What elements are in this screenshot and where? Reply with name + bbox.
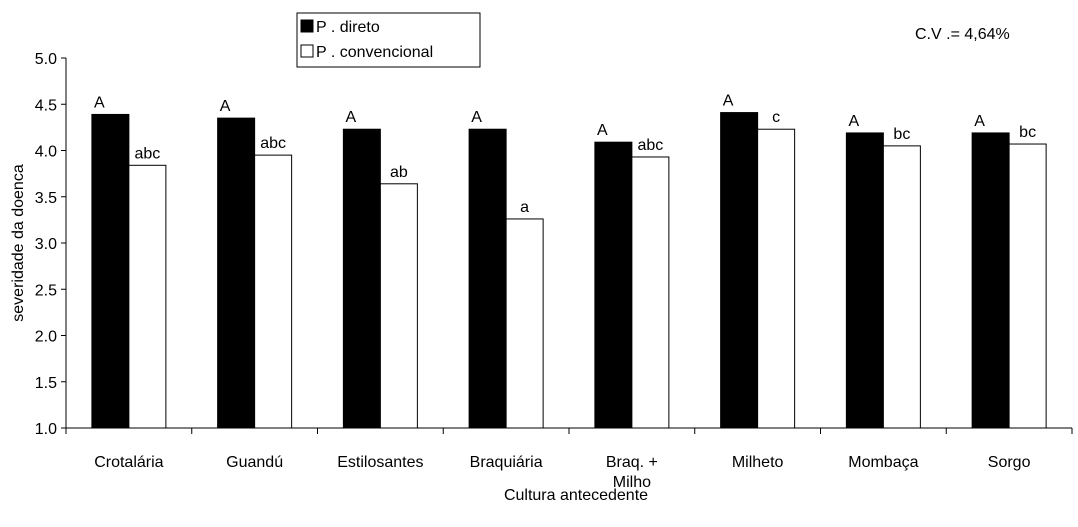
bar-letter-label: bc (893, 126, 910, 143)
bar-letter-label: A (974, 113, 985, 130)
y-tick-label: 1.5 (35, 375, 57, 392)
bar-p-direto (971, 132, 1010, 429)
y-tick-label: 2.5 (35, 282, 57, 299)
x-axis-title: Cultura antecedente (504, 487, 648, 504)
legend-swatch (300, 44, 314, 58)
bar-p-convencional (254, 154, 293, 429)
bar-letter-label: A (94, 94, 105, 111)
y-tick-label: 3.5 (35, 190, 57, 207)
bar-letter-label: abc (637, 137, 663, 154)
bar-letter-label: bc (1019, 124, 1036, 141)
category-label: Braquiária (470, 454, 543, 471)
axes: 1.0 1.5 2.0 2.5 3.0 3.5 4.0 4.5 5.0 Crotalária Gua… (35, 51, 1073, 491)
legend-box (296, 12, 481, 68)
y-tick-label: 5.0 (35, 51, 57, 68)
category-label: Braq. + (606, 454, 658, 471)
bar-p-convencional (882, 145, 921, 429)
legend-label: P . convencional (316, 44, 433, 61)
category-label: Estilosantes (337, 454, 423, 471)
legend: P . direto P . convencional (296, 12, 481, 68)
bar-letter-label: A (346, 109, 357, 126)
y-tick-label: 4.5 (35, 97, 57, 114)
y-tick-label: 3.0 (35, 236, 57, 253)
y-tick-label: 2.0 (35, 329, 57, 346)
bar-p-convencional (505, 218, 544, 429)
bar-p-convencional (757, 128, 796, 429)
category-label: Crotalária (94, 454, 163, 471)
bar-p-direto (342, 128, 381, 429)
bar-p-direto (594, 141, 633, 429)
bar-letter-label: A (849, 113, 860, 130)
y-axis-title: severidade da doenca (10, 164, 27, 322)
bar-p-convencional (128, 164, 167, 429)
category-label: Sorgo (988, 454, 1031, 471)
bar-letter-label: A (471, 109, 482, 126)
legend-label: P . direto (316, 19, 380, 36)
bar-p-convencional (631, 156, 670, 429)
y-tick-label: 1.0 (35, 421, 57, 438)
bar-p-direto (468, 128, 507, 429)
category-label: Mombaça (848, 454, 918, 471)
bar-letter-label: A (723, 93, 734, 110)
bar-p-direto (91, 113, 130, 429)
bar-letter-label: abc (134, 145, 160, 162)
bar-p-direto (845, 132, 884, 429)
bar-p-convencional (1008, 143, 1047, 429)
bar-letter-label: ab (390, 164, 408, 181)
bar-letter-label: abc (260, 135, 286, 152)
bar-letter-label: A (597, 122, 608, 139)
category-label: Guandú (226, 454, 283, 471)
category-label: Milheto (732, 454, 784, 471)
cv-annotation: C.V .= 4,64% (915, 26, 1010, 43)
legend-swatch (300, 19, 314, 33)
y-tick-label: 4.0 (35, 144, 57, 161)
bar-letter-label: c (772, 109, 780, 126)
bar-p-direto (217, 117, 256, 429)
bar-p-direto (720, 112, 759, 429)
category-label: Milho (613, 474, 651, 491)
bar-letter-label: A (220, 98, 231, 115)
bar-p-convencional (379, 183, 418, 429)
bar-letter-label: a (520, 199, 529, 216)
